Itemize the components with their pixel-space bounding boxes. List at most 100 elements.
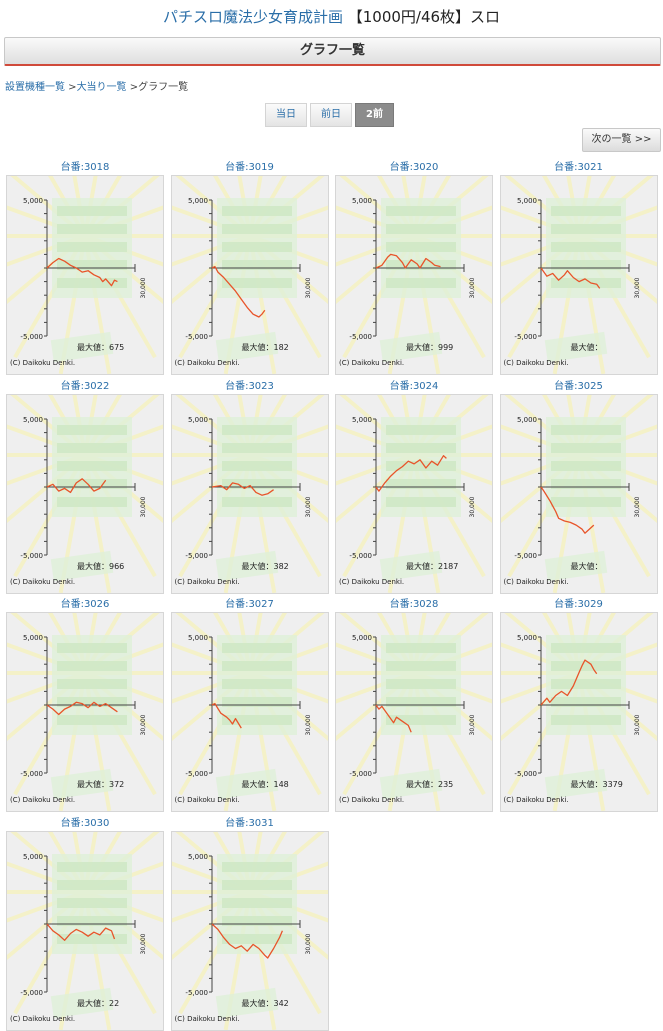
breadcrumb-jackpot-list[interactable]: 大当り一覧 bbox=[76, 82, 127, 93]
slump-graph[interactable]: 5,000 -5,000 30,000 最大値：148 (C) Daikoku Denk… bbox=[170, 612, 329, 812]
copyright-text: (C) Daikoku Denki. bbox=[503, 577, 569, 586]
slump-graph[interactable]: 5,000 -5,000 30,000 最大値：966 (C) Daikoku Denk… bbox=[6, 393, 164, 594]
graph-card: 台番:3024 5,000 -5,000 30,000 最大値：2187 (C) Daik… bbox=[334, 380, 494, 594]
slump-graph[interactable]: 5,000 -5,000 30,000 最大値： (C) Daikoku Denki. bbox=[499, 393, 658, 594]
slump-graph[interactable]: 5,000 -5,000 30,000 最大値：999 (C) Daikoku Denk… bbox=[335, 175, 493, 375]
y-tick-label-bottom: -5,000 bbox=[514, 552, 537, 560]
slump-graph[interactable]: 5,000 -5,000 30,000 最大値：22 (C) Daikoku Denki… bbox=[6, 830, 164, 1031]
max-value-number: 182 bbox=[273, 343, 289, 352]
copyright-text: (C) Daikoku Denki. bbox=[174, 577, 240, 586]
machine-number-link[interactable]: 台番:3024 bbox=[389, 380, 439, 392]
machine-number-link[interactable]: 台番:3029 bbox=[554, 599, 603, 610]
x-tick-label-end: 30,000 bbox=[634, 714, 641, 735]
slump-graph[interactable]: 5,000 -5,000 30,000 最大値：675 (C) Daikoku Denk… bbox=[6, 175, 164, 375]
graph-svg: 5,000 -5,000 30,000 bbox=[7, 394, 163, 593]
section-header: グラフ一覧 bbox=[4, 37, 661, 66]
y-tick-label-bottom: -5,000 bbox=[514, 333, 537, 341]
y-tick-label-top: 5,000 bbox=[516, 197, 536, 205]
max-value-number: 22 bbox=[109, 998, 120, 1008]
graph-card: 台番:3027 5,000 -5,000 30,000 最大値：148 (C) Daiko… bbox=[170, 598, 330, 812]
max-value: 最大値： bbox=[571, 561, 603, 572]
slump-graph[interactable]: 5,000 -5,000 30,000 最大値：235 (C) Daikoku Denk… bbox=[335, 612, 493, 812]
max-value-number: 3379 bbox=[602, 780, 623, 789]
machine-number-link[interactable]: 台番:3018 bbox=[60, 162, 110, 173]
slump-graph[interactable]: 5,000 -5,000 30,000 最大値：2187 (C) Daikoku Den… bbox=[335, 393, 493, 594]
machine-number-link[interactable]: 台番:3023 bbox=[225, 380, 274, 392]
max-value-number: 235 bbox=[438, 780, 454, 789]
max-value-label: 最大値： bbox=[241, 780, 274, 789]
machine-number-link[interactable]: 台番:3021 bbox=[554, 162, 603, 173]
slump-graph[interactable]: 5,000 -5,000 30,000 最大値：182 (C) Daikoku Denk… bbox=[170, 175, 329, 375]
y-tick-label-bottom: -5,000 bbox=[185, 552, 208, 560]
machine-number-link[interactable]: 台番:3022 bbox=[60, 380, 110, 392]
max-value-number: 148 bbox=[273, 780, 289, 789]
graph-svg: 5,000 -5,000 30,000 bbox=[336, 176, 492, 374]
y-tick-label-top: 5,000 bbox=[187, 634, 207, 642]
x-tick-label-end: 30,000 bbox=[305, 933, 312, 954]
slump-line bbox=[211, 481, 274, 496]
day-tabs: 当日 前日 2前 bbox=[265, 103, 394, 127]
y-tick-label-top: 5,000 bbox=[187, 197, 207, 205]
max-value: 最大値：342 bbox=[242, 998, 289, 1009]
slump-line bbox=[211, 265, 265, 318]
background-art bbox=[7, 394, 163, 593]
machine-number-link[interactable]: 台番:3028 bbox=[389, 599, 439, 610]
slump-graph[interactable]: 5,000 -5,000 30,000 最大値：342 (C) Daikoku Denk… bbox=[170, 830, 329, 1031]
machine-name-link[interactable]: パチスロ魔法少女育成計画 bbox=[162, 8, 343, 26]
machine-number-link[interactable]: 台番:3027 bbox=[225, 599, 274, 610]
next-list-button[interactable]: 次の一覧 >> bbox=[582, 128, 661, 152]
graph-card: 台番:3028 5,000 -5,000 30,000 最大値：235 (C) Daiko… bbox=[334, 598, 494, 812]
machine-number-link[interactable]: 台番:3025 bbox=[554, 380, 603, 392]
machine-number-link[interactable]: 台番:3019 bbox=[225, 162, 274, 173]
max-value-number: 966 bbox=[109, 561, 125, 571]
slump-graph[interactable]: 5,000 -5,000 30,000 最大値：382 (C) Daikoku Denk… bbox=[170, 393, 329, 594]
y-tick-label-top: 5,000 bbox=[187, 853, 207, 861]
y-tick-label-top: 5,000 bbox=[23, 853, 43, 861]
max-value-number: 382 bbox=[273, 561, 289, 571]
graph-card: 台番:3031 5,000 -5,000 30,000 最大値：342 (C) Daiko… bbox=[170, 817, 330, 1031]
slump-graph[interactable]: 5,000 -5,000 30,000 最大値： (C) Daikoku Denki. bbox=[499, 175, 658, 375]
max-value: 最大値：999 bbox=[406, 342, 453, 353]
y-tick-label-bottom: -5,000 bbox=[20, 989, 43, 997]
background-art bbox=[336, 394, 492, 593]
tab-today[interactable]: 当日 bbox=[265, 103, 307, 127]
max-value: 最大値：3379 bbox=[571, 779, 623, 790]
y-tick-label-top: 5,000 bbox=[23, 416, 43, 424]
max-value-label: 最大値： bbox=[241, 561, 274, 571]
max-value: 最大値：235 bbox=[406, 779, 453, 790]
max-value-number: 342 bbox=[273, 998, 289, 1008]
slump-line bbox=[46, 477, 107, 493]
copyright-text: (C) Daikoku Denki. bbox=[174, 359, 240, 367]
y-tick-label-bottom: -5,000 bbox=[185, 333, 208, 341]
max-value: 最大値：2187 bbox=[406, 561, 458, 572]
machine-number-link[interactable]: 台番:3030 bbox=[60, 817, 110, 829]
slump-line bbox=[46, 701, 118, 716]
slump-line bbox=[211, 702, 242, 729]
y-tick-label-bottom: -5,000 bbox=[349, 333, 372, 341]
max-value-label: 最大値： bbox=[570, 343, 603, 352]
x-tick-label-end: 30,000 bbox=[140, 277, 147, 298]
y-tick-label-bottom: -5,000 bbox=[349, 770, 372, 778]
graph-card: 台番:3025 5,000 -5,000 30,000 最大値： (C) Daikoku … bbox=[499, 380, 659, 594]
machine-number-link[interactable]: 台番:3031 bbox=[225, 817, 274, 829]
x-tick-label-end: 30,000 bbox=[140, 714, 147, 735]
breadcrumb-machine-list[interactable]: 設置機種一覧 bbox=[5, 82, 65, 93]
max-value: 最大値：382 bbox=[242, 561, 289, 572]
max-value-label: 最大値： bbox=[77, 998, 109, 1008]
machine-number-link[interactable]: 台番:3020 bbox=[389, 162, 439, 173]
slump-graph[interactable]: 5,000 -5,000 30,000 最大値：3379 (C) Daikoku Den… bbox=[499, 612, 658, 812]
graph-svg: 5,000 -5,000 30,000 bbox=[171, 176, 328, 374]
copyright-text: (C) Daikoku Denki. bbox=[10, 1014, 76, 1023]
graph-svg: 5,000 -5,000 30,000 bbox=[7, 831, 163, 1030]
y-tick-label-bottom: -5,000 bbox=[349, 552, 372, 560]
machine-number-link[interactable]: 台番:3026 bbox=[60, 599, 110, 610]
max-value-label: 最大値： bbox=[406, 561, 438, 571]
tab-yesterday[interactable]: 前日 bbox=[310, 103, 352, 127]
slump-line bbox=[46, 923, 116, 941]
max-value-number: 675 bbox=[109, 343, 125, 352]
slump-graph[interactable]: 5,000 -5,000 30,000 最大値：372 (C) Daikoku Denk… bbox=[6, 612, 164, 812]
graph-svg: 5,000 -5,000 30,000 bbox=[500, 394, 657, 593]
copyright-text: (C) Daikoku Denki. bbox=[174, 796, 240, 804]
tab-two-days-ago[interactable]: 2前 bbox=[355, 103, 394, 127]
graph-svg: 5,000 -5,000 30,000 bbox=[171, 613, 328, 811]
